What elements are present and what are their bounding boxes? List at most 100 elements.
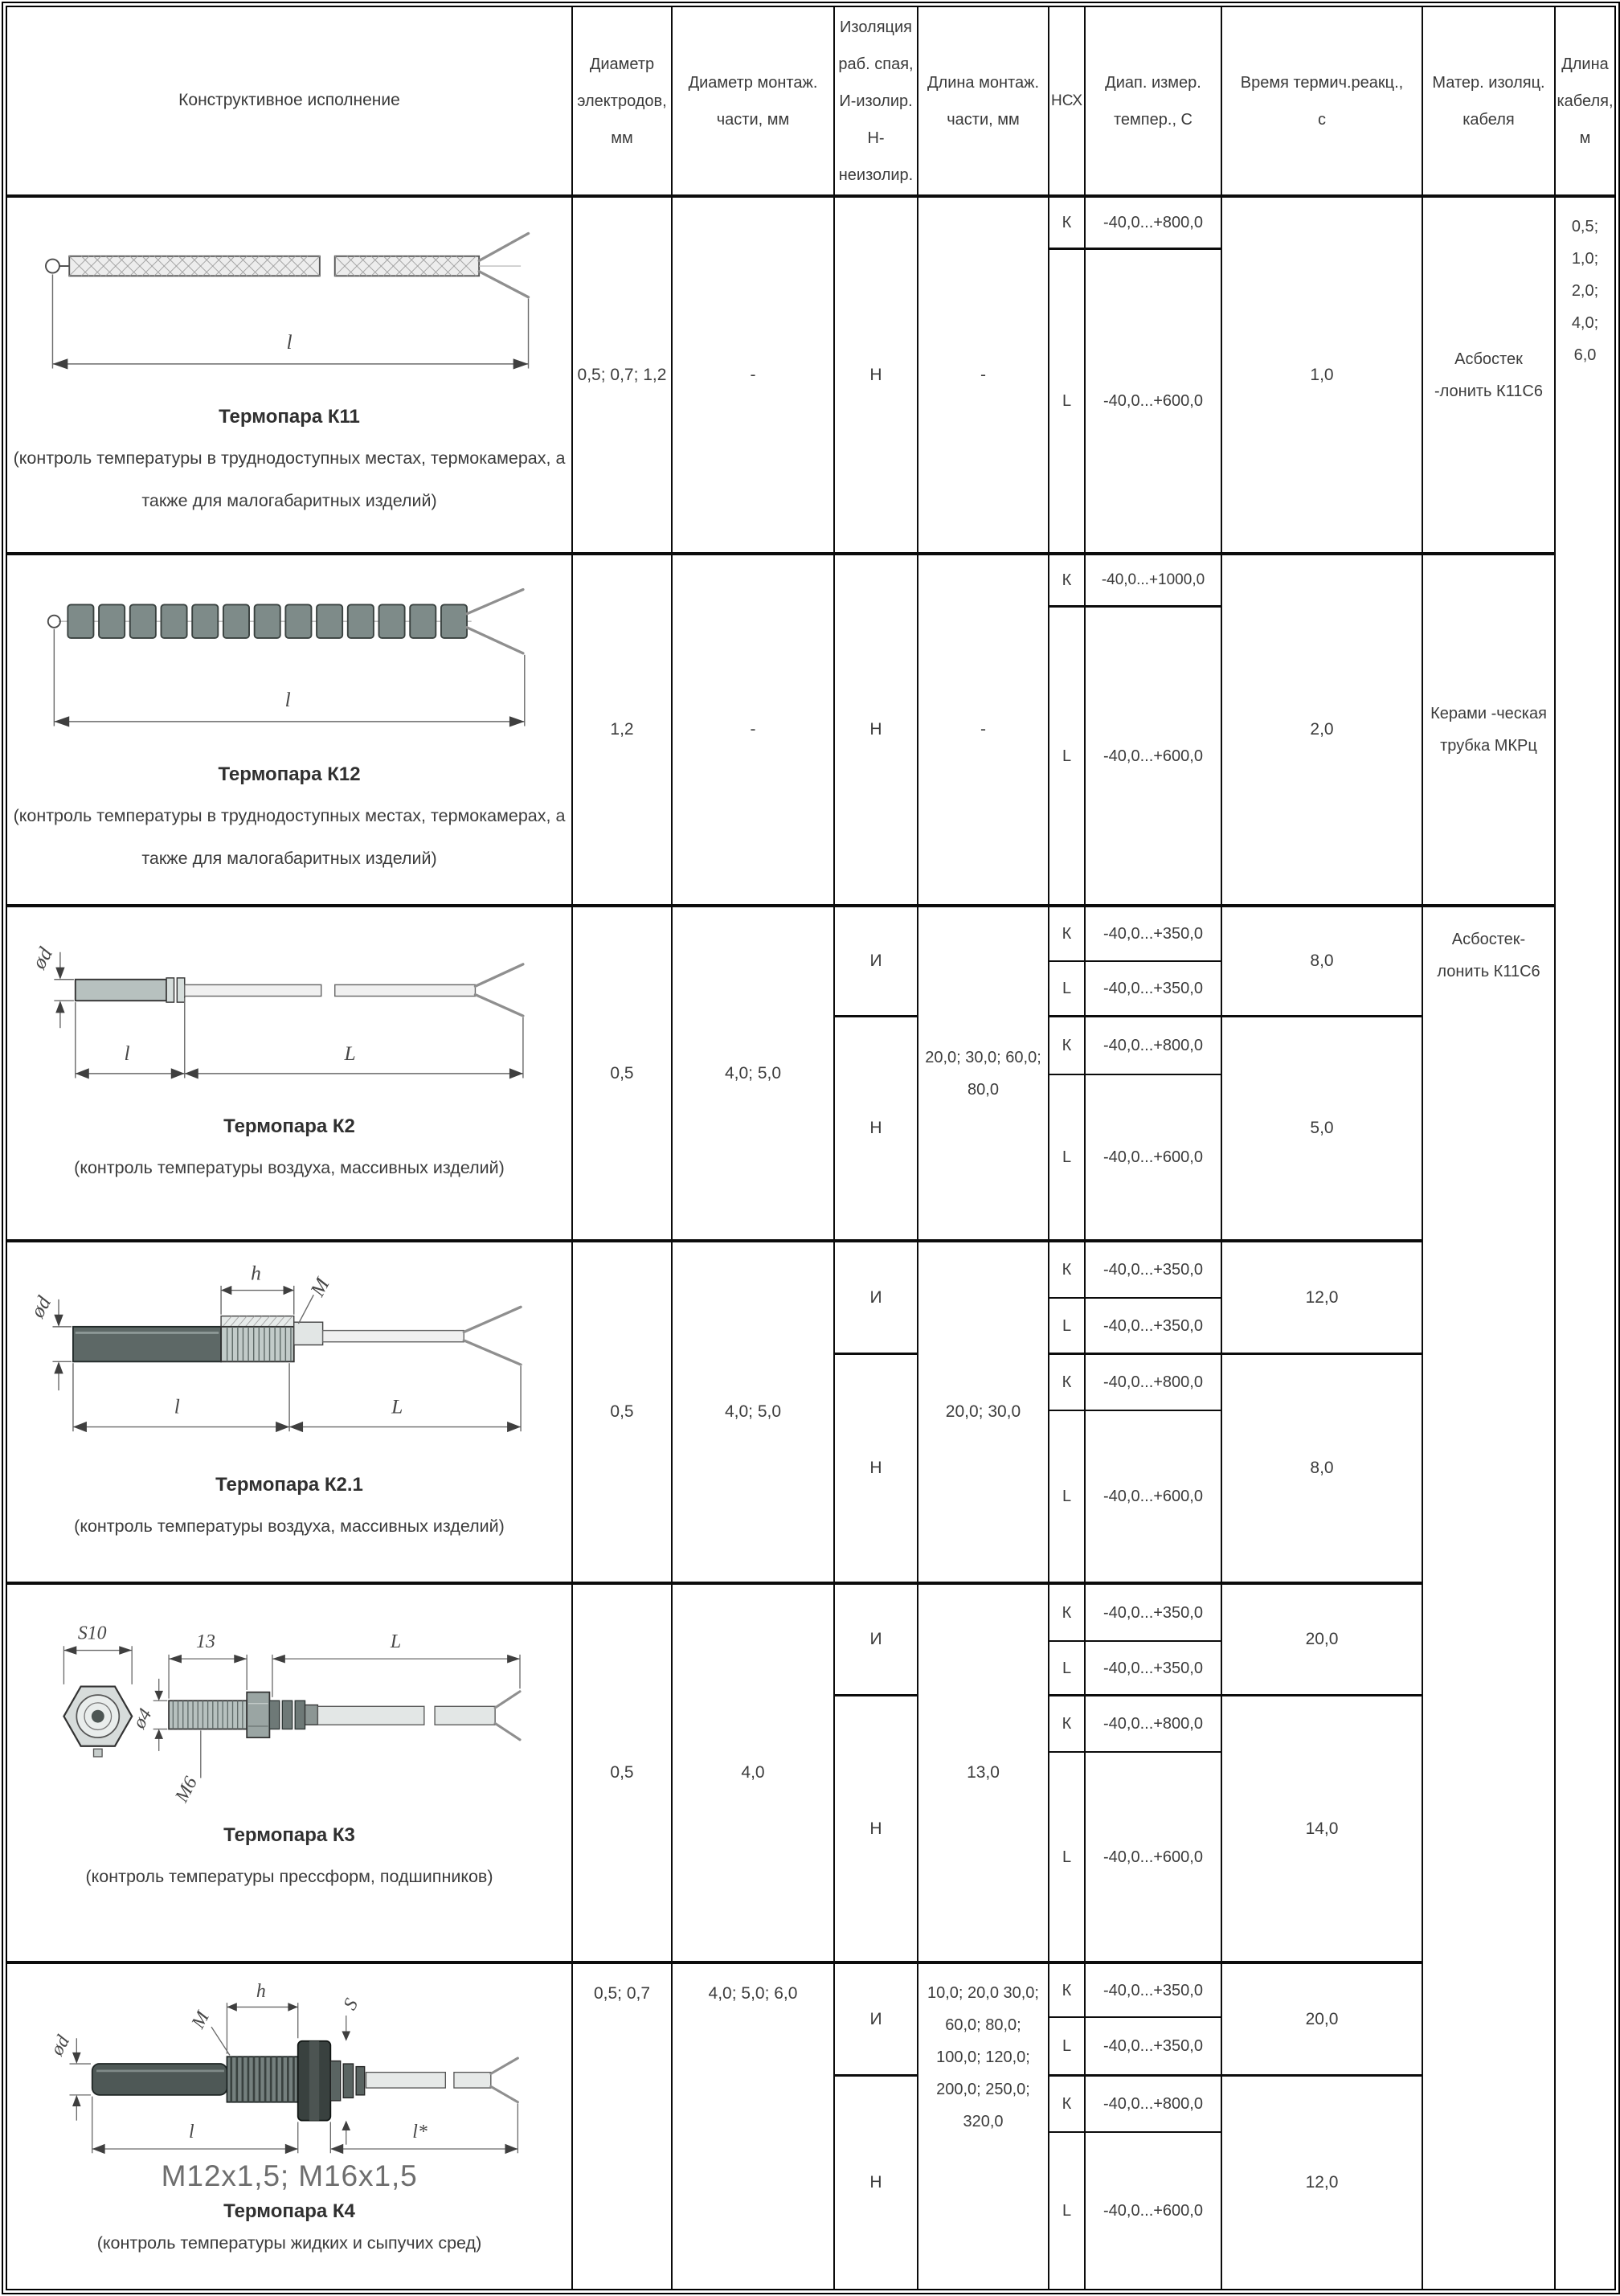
k21-m-dimension: M: [297, 1273, 335, 1324]
row-k3-design-cell: S10 13 L: [7, 1585, 573, 1964]
cell-k21-range-l2: -40,0...+600,0: [1086, 1411, 1222, 1585]
k2-diameter-dimension: ød: [31, 943, 74, 1029]
cell-k11-range-l: -40,0...+600,0: [1086, 250, 1222, 555]
dim-label-l: l: [189, 2122, 194, 2143]
cell-k11-mount-diameter: -: [673, 198, 835, 555]
dim-label-h: h: [256, 1981, 266, 2002]
cell-k4-reaction-time-n: 12,0: [1222, 2077, 1423, 2289]
row-k12-design-cell: l Термопара К12 (контроль температуры в …: [7, 555, 573, 907]
k3-drawing: S10 13 L: [63, 1623, 522, 1805]
cell-k4-insulation-n: Н: [835, 2077, 918, 2289]
cell-k11-nsh-k: К: [1049, 198, 1086, 250]
row-k4-description: (контроль температуры жидких и сыпучих с…: [96, 2233, 482, 2253]
k21-wires: [462, 1305, 522, 1366]
cell-k3-range-l1: -40,0...+350,0: [1086, 1642, 1222, 1696]
cell-k21-insulation-i: И: [835, 1242, 918, 1355]
row-k3-title: Термопара К3: [223, 1823, 355, 1846]
cell-k3-nsh-k1: К: [1049, 1585, 1086, 1642]
cell-k2-mount-length: 20,0; 30,0; 60,0; 80,0: [918, 907, 1049, 1242]
dim-label-l-star: l*: [412, 2122, 428, 2143]
cell-k4-electrode-diameter: 0,5; 0,7: [573, 1964, 673, 2289]
cell-k4-nsh-k2: К: [1049, 2077, 1086, 2133]
dim-label-l: l: [174, 1395, 180, 1418]
col-header-electrode-diameter: Диаметр электродов, мм: [573, 7, 673, 198]
dim-label-l: l: [124, 1042, 129, 1065]
cell-k4-range-l1: -40,0...+350,0: [1086, 2018, 1222, 2077]
dim-label-13: 13: [196, 1631, 215, 1652]
dim-label-M6: М6: [171, 1774, 202, 1805]
dim-label-S: S: [340, 1995, 363, 2014]
cell-k3-nsh-k2: К: [1049, 1696, 1086, 1753]
row-k3-description: (контроль температуры прессформ, подшипн…: [85, 1867, 493, 1887]
cell-k2-nsh-k2: К: [1049, 1017, 1086, 1075]
dim-label-l: l: [286, 330, 292, 354]
cell-k2-insulation-i: И: [835, 907, 918, 1017]
cell-k21-electrode-diameter: 0,5: [573, 1242, 673, 1585]
col-header-mount-length: Длина монтаж. части, мм: [918, 7, 1049, 198]
cell-k21-nsh-k1: К: [1049, 1242, 1086, 1299]
cell-k21-reaction-time-n: 8,0: [1222, 1355, 1423, 1585]
cell-k2-nsh-k1: К: [1049, 907, 1086, 962]
dim-label-M: M: [305, 1273, 335, 1301]
cell-k4-insulation-i: И: [835, 1964, 918, 2077]
row-k11-description: (контроль температуры в труднодоступных …: [13, 448, 566, 511]
cell-k2-reaction-time-n: 5,0: [1222, 1017, 1423, 1242]
k3-diameter-dimension: ø4: [129, 1678, 168, 1751]
cell-k21-nsh-l1: L: [1049, 1299, 1086, 1355]
cell-k12-reaction-time: 2,0: [1222, 555, 1423, 907]
cell-k4-mount-diameter: 4,0; 5,0; 6,0: [673, 1964, 835, 2289]
dim-label-L: L: [390, 1631, 401, 1652]
dim-label-d: ød: [31, 943, 57, 973]
row-k21-description: (контроль температуры воздуха, массивных…: [74, 1516, 505, 1536]
k21-diameter-dimension: ød: [31, 1292, 72, 1391]
dim-label-l: l: [285, 688, 291, 711]
cell-k2-electrode-diameter: 0,5: [573, 907, 673, 1242]
col-header-cable-material: Матер. изоляц. кабеля: [1423, 7, 1556, 198]
cell-k3-mount-diameter: 4,0: [673, 1585, 835, 1964]
cell-k12-mount-diameter: -: [673, 555, 835, 907]
col-header-reaction-time: Время термич.реакц., с: [1222, 7, 1423, 198]
cell-k2-range-k1: -40,0...+350,0: [1086, 907, 1222, 962]
cell-k4-nsh-l2: L: [1049, 2133, 1086, 2289]
cell-k11-nsh-l: L: [1049, 250, 1086, 555]
cell-k3-nsh-l2: L: [1049, 1753, 1086, 1964]
cell-k4-nsh-l1: L: [1049, 2018, 1086, 2077]
cell-k11-range-k: -40,0...+800,0: [1086, 198, 1222, 250]
cell-shared-material: Асбостек- лонить К11С6: [1423, 907, 1556, 2289]
k11-probe-body: [44, 255, 481, 277]
k4-probe-body: [91, 2040, 492, 2122]
cell-k3-insulation-i: И: [835, 1585, 918, 1696]
k4-drawing: h M S ød: [48, 1981, 519, 2192]
k11-dimension: l: [51, 274, 530, 370]
thread-size-label: М12х1,5; М16х1,5: [161, 2159, 417, 2192]
cell-k2-nsh-l1: L: [1049, 962, 1086, 1017]
row-k4-design-cell: h M S ød: [7, 1964, 573, 2289]
k21-length-dimensions: l L: [72, 1363, 522, 1433]
k3-L-dimension: L: [272, 1631, 521, 1697]
k2-drawing: ød l L: [31, 943, 525, 1079]
row-k21-title: Термопара К2.1: [215, 1473, 363, 1496]
k21-probe-body: [72, 1315, 464, 1363]
cell-k4-range-k2: -40,0...+800,0: [1086, 2077, 1222, 2133]
dim-label-L: L: [391, 1395, 403, 1418]
k4-h-dimension: h: [226, 1981, 299, 2054]
cell-k4-range-l2: -40,0...+600,0: [1086, 2133, 1222, 2289]
cell-k2-range-l2: -40,0...+600,0: [1086, 1075, 1222, 1242]
cell-k3-reaction-time-i: 20,0: [1222, 1585, 1423, 1696]
k12-wires: [465, 587, 525, 655]
k21-h-dimension: h: [220, 1261, 295, 1315]
k3-m6-dimension: М6: [171, 1730, 202, 1805]
cell-k4-nsh-k1: К: [1049, 1964, 1086, 2018]
cell-k11-insulation: Н: [835, 198, 918, 555]
cell-k3-range-k2: -40,0...+800,0: [1086, 1696, 1222, 1753]
cell-k3-insulation-n: Н: [835, 1696, 918, 1964]
k4-length-dimensions: l l*: [91, 2096, 518, 2155]
k2-probe-body: [74, 977, 477, 1003]
col-header-temp-range: Диап. измер. темпер., С: [1086, 7, 1222, 198]
cell-k4-range-k1: -40,0...+350,0: [1086, 1964, 1222, 2018]
k3-wires: [493, 1690, 522, 1741]
cell-k2-insulation-n: Н: [835, 1017, 918, 1242]
row-k11-title: Термопара К11: [219, 406, 360, 428]
